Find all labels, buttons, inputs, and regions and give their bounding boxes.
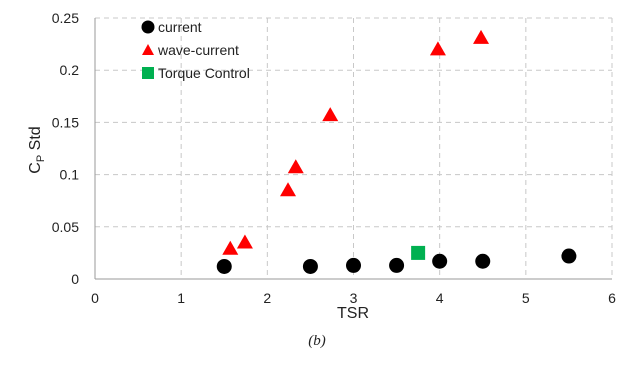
x-tick-label: 0 [91,290,99,306]
current-point [561,248,577,264]
y-tick-labels: 0 0.05 0.1 0.15 0.2 0.25 [52,10,79,287]
current-point [346,257,361,273]
y-axis-title-main: C [27,162,44,174]
grid [95,17,613,279]
legend-label-current: current [158,19,202,35]
wave-current-point [287,159,304,174]
y-tick-label: 0.15 [52,114,79,130]
x-tick-label: 6 [608,290,616,306]
y-tick-label: 0 [71,271,79,287]
wave-current-point [429,41,446,56]
legend-label-torque-control: Torque Control [158,65,250,81]
x-tick-labels: 0 1 2 3 4 5 6 [91,290,616,306]
x-tick-label: 1 [177,290,185,306]
y-axis-title-rest: Std [27,126,44,154]
wave-current-point [236,234,253,249]
x-tick-label: 4 [436,290,444,306]
current-point [302,258,318,274]
legend-label-wave-current: wave-current [157,42,239,58]
data-marks [216,29,577,274]
axes [94,18,612,280]
y-axis-title: CP Std [27,126,47,173]
legend: current wave-current Torque Control [141,19,250,81]
torque-control-point [411,245,426,260]
chart: 0 0.05 0.1 0.15 0.2 0.25 0 1 2 3 4 5 6 TSR CP Std c… [27,10,616,322]
y-tick-label: 0.2 [60,62,80,78]
x-tick-label: 2 [263,290,271,306]
current-point [216,258,232,274]
current-point [389,257,405,273]
y-tick-label: 0.05 [52,219,79,235]
wave-current-point [280,182,297,197]
y-tick-label: 0.1 [60,167,80,183]
wave-current-point [222,240,239,255]
y-tick-label: 0.25 [52,10,79,26]
wave-current-point [322,107,339,122]
x-tick-label: 3 [350,290,358,306]
current-point [432,253,448,269]
legend-marker-current [141,20,155,34]
figure-caption: (b) [308,333,326,349]
x-tick-label: 5 [522,290,530,306]
wave-current-point [473,29,490,44]
x-axis-title: TSR [337,305,369,322]
current-point [475,253,491,269]
legend-marker-torque-control [142,67,154,79]
legend-marker-wave-current [142,44,154,55]
y-axis-title-sub: P [35,155,47,162]
